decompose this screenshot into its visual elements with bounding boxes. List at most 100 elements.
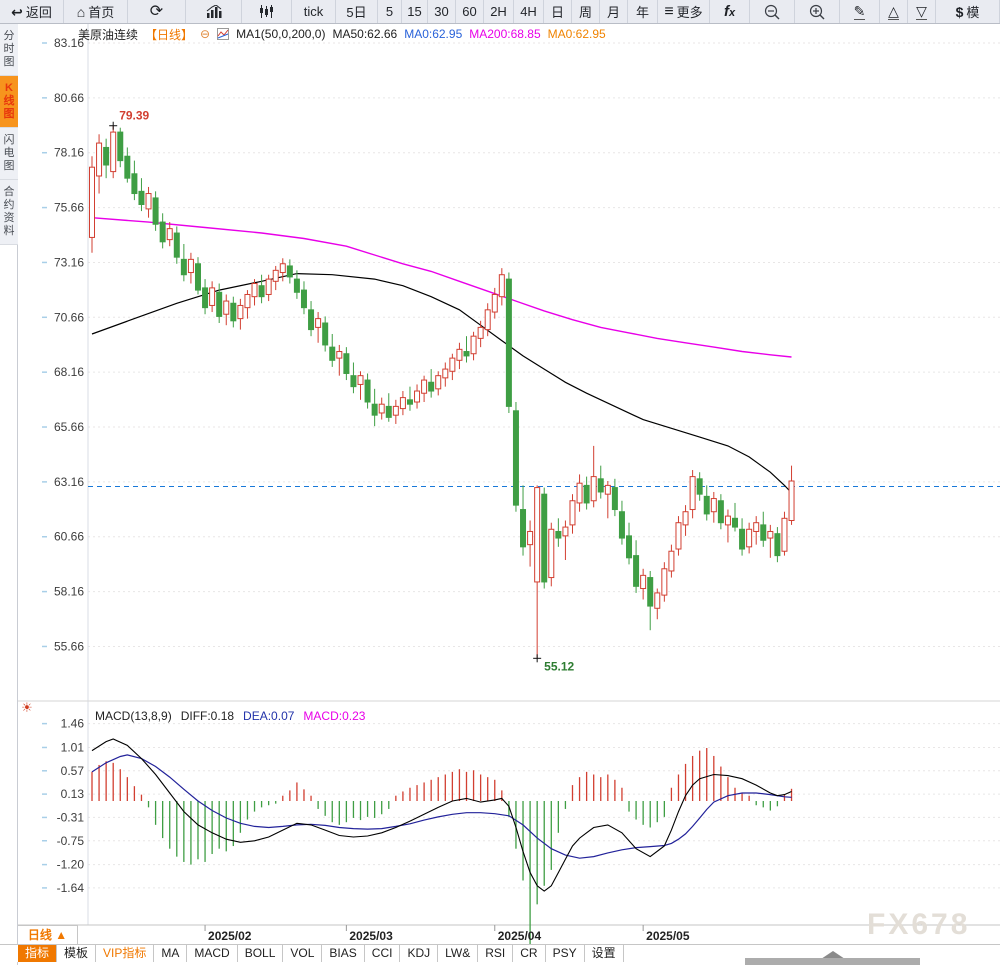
- interval-4h-button-label: 4H: [520, 4, 537, 19]
- sidebar-item-lightning-chart[interactable]: 闪电图: [0, 128, 18, 180]
- svg-text:80.66: 80.66: [54, 91, 84, 105]
- macd-dea-value: DEA:0.07: [243, 709, 295, 723]
- period-label[interactable]: 日线 ▲: [18, 925, 78, 944]
- interval-5day-button-label: 5日: [346, 5, 367, 20]
- home-button-label: 首页: [88, 5, 115, 20]
- scrollbar-arrow[interactable]: [821, 951, 845, 959]
- svg-text:2025/03: 2025/03: [349, 929, 393, 943]
- draw-pencil-button[interactable]: ✎: [840, 0, 880, 23]
- tab-vol[interactable]: VOL: [283, 945, 323, 962]
- interval-30min-button[interactable]: 30: [428, 0, 456, 23]
- svg-text:73.16: 73.16: [54, 255, 84, 269]
- tab-lw[interactable]: LW&: [438, 945, 479, 962]
- interval-week-button-label: 周: [578, 5, 592, 20]
- zoom-out-button[interactable]: [750, 0, 795, 23]
- svg-text:1.46: 1.46: [61, 717, 85, 731]
- tab-psy[interactable]: PSY: [546, 945, 585, 962]
- svg-text:55.66: 55.66: [54, 639, 84, 653]
- sidebar-item-time-chart[interactable]: 分时图: [0, 24, 18, 76]
- interval-60min-button-label: 60: [462, 4, 477, 19]
- macd-diff-value: DIFF:0.18: [180, 709, 235, 723]
- top-toolbar: ↩ 返回 ⌂ 首页 ⟳ tick 5日 5 15 30 60 2H 4H 日周月年 ≡ 更多 fx ✎ △ ▽ $ 模: [0, 0, 1000, 24]
- svg-text:65.66: 65.66: [54, 420, 84, 434]
- candle-chart-type-button[interactable]: [242, 0, 292, 23]
- svg-text:78.16: 78.16: [54, 146, 84, 160]
- indicator-tabbar: 指标 模板 VIP指标 MA MACD BOLL VOL BIAS CCI KDJ LW& RSI CR…: [0, 944, 1000, 962]
- more-button-label: 更多: [676, 5, 703, 20]
- interval-day-button[interactable]: 日: [544, 0, 572, 23]
- ma200-value: MA200:68.85: [469, 27, 541, 41]
- svg-text:79.39: 79.39: [119, 109, 149, 123]
- svg-text:68.16: 68.16: [54, 365, 84, 379]
- chart-canvas[interactable]: 83.16 80.66 78.16 75.66 73.16 70.66 68.16 65.66…: [18, 24, 1000, 944]
- macd-value: MACD:0.23: [303, 709, 366, 723]
- svg-text:1.01: 1.01: [61, 740, 85, 754]
- sidebar-item-kline-chart[interactable]: K线图: [0, 76, 18, 128]
- indicator-fx-button[interactable]: fx: [710, 0, 750, 23]
- symbol-name: 美原油连续: [78, 27, 139, 42]
- zoom-in-button[interactable]: [795, 0, 840, 23]
- tab-boll[interactable]: BOLL: [238, 945, 284, 962]
- interval-month-button[interactable]: 月: [600, 0, 628, 23]
- ma0-orange-value: MA0:62.95: [547, 27, 606, 41]
- collapse-icon[interactable]: ⊖: [200, 27, 211, 41]
- tab-macd[interactable]: MACD: [187, 945, 238, 962]
- tab-ma[interactable]: MA: [154, 945, 188, 962]
- tab-vip-indicator[interactable]: VIP指标: [96, 945, 155, 962]
- interval-5day-button[interactable]: 5日: [336, 0, 378, 23]
- triangle-down-button[interactable]: ▽: [908, 0, 936, 23]
- interval-5min-button[interactable]: 5: [378, 0, 402, 23]
- svg-text:2025/02: 2025/02: [208, 929, 252, 943]
- back-button[interactable]: ↩ 返回: [0, 0, 64, 23]
- indicator-settings-icon[interactable]: ☀: [21, 700, 33, 715]
- horizontal-scrollbar[interactable]: [745, 951, 920, 965]
- interval-5min-button-label: 5: [385, 4, 394, 19]
- tab-cci[interactable]: CCI: [365, 945, 401, 962]
- interval-4h-button[interactable]: 4H: [514, 0, 544, 23]
- svg-text:58.16: 58.16: [54, 585, 84, 599]
- interval-day-button-label: 日: [550, 5, 564, 20]
- interval-60min-button[interactable]: 60: [456, 0, 484, 23]
- macd-title: MACD(13,8,9): [95, 709, 172, 723]
- more-button[interactable]: ≡ 更多: [658, 0, 710, 23]
- svg-text:83.16: 83.16: [54, 36, 84, 50]
- chart-type-sidebar: 分时图 K线图 闪电图 合约资料: [0, 24, 18, 965]
- tab-settings[interactable]: 设置: [585, 945, 624, 962]
- svg-text:75.66: 75.66: [54, 201, 84, 215]
- svg-text:63.16: 63.16: [54, 475, 84, 489]
- svg-text:-0.75: -0.75: [57, 834, 85, 848]
- tab-indicator[interactable]: 指标: [18, 945, 58, 962]
- tab-template[interactable]: 模板: [57, 945, 97, 962]
- refresh-button[interactable]: ⟳: [128, 0, 186, 23]
- scrollbar-track[interactable]: [745, 958, 920, 965]
- interval-2h-button[interactable]: 2H: [484, 0, 514, 23]
- svg-text:-1.64: -1.64: [57, 881, 85, 895]
- svg-text:0.57: 0.57: [61, 764, 85, 778]
- sidebar-item-contract-info[interactable]: 合约资料: [0, 180, 18, 245]
- interval-15min-button[interactable]: 15: [402, 0, 428, 23]
- svg-text:70.66: 70.66: [54, 310, 84, 324]
- interval-year-button-label: 年: [635, 5, 649, 20]
- svg-text:-1.20: -1.20: [57, 858, 85, 872]
- ma0-blue-value: MA0:62.95: [404, 27, 463, 41]
- tab-rsi[interactable]: RSI: [478, 945, 514, 962]
- macd-header: MACD(13,8,9) DIFF:0.18 DEA:0.07 MACD:0.2…: [95, 709, 365, 723]
- home-button[interactable]: ⌂ 首页: [64, 0, 128, 23]
- svg-text:2025/04: 2025/04: [498, 929, 542, 943]
- ma50-value: MA50:62.66: [332, 27, 398, 41]
- svg-text:0.13: 0.13: [61, 787, 85, 801]
- period-tag: 【日线】: [145, 27, 194, 42]
- bar-chart-type-button[interactable]: [186, 0, 242, 23]
- tab-cr[interactable]: CR: [513, 945, 546, 962]
- triangle-up-button[interactable]: △: [880, 0, 908, 23]
- interval-week-button[interactable]: 周: [572, 0, 600, 23]
- interval-tick-button[interactable]: tick: [292, 0, 336, 23]
- interval-15min-button-label: 15: [407, 4, 422, 19]
- model-button[interactable]: $ 模: [936, 0, 1000, 23]
- tab-bias[interactable]: BIAS: [322, 945, 365, 962]
- tab-kdj[interactable]: KDJ: [400, 945, 439, 962]
- interval-year-button[interactable]: 年: [628, 0, 658, 23]
- mini-chart-icon: [217, 28, 230, 40]
- interval-30min-button-label: 30: [434, 4, 449, 19]
